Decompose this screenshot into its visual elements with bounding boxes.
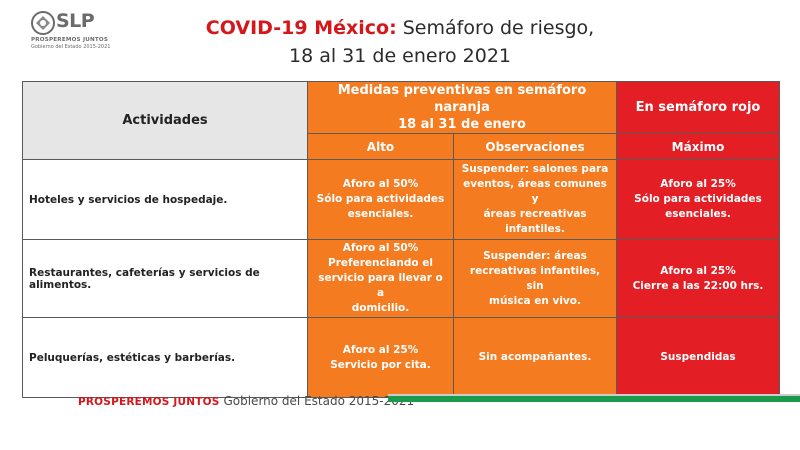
cell-line: Servicio por cita. xyxy=(330,358,431,371)
activity-cell: Hoteles y servicios de hospedaje. xyxy=(22,159,308,240)
cell-line: áreas recreativas xyxy=(483,208,587,220)
cell-line: Aforo al 50% xyxy=(342,242,419,254)
table-row: Restaurantes, cafeterías y servicios de … xyxy=(22,239,780,318)
activity-cell: Peluquerías, estéticas y barberías. xyxy=(22,317,308,398)
subheader-alto: Alto xyxy=(307,133,454,160)
logo-slogan: PROSPEREMOS JUNTOS xyxy=(31,37,109,43)
cell-line: Aforo al 50% xyxy=(342,178,419,190)
cell-line: infantiles. xyxy=(505,223,565,235)
alto-cell: Aforo al 25% Servicio por cita. xyxy=(307,317,454,398)
footer-government: Gobierno del Estado 2015-2021 xyxy=(223,394,415,408)
cell-line: Aforo al 25% xyxy=(660,264,736,277)
logo-government: Gobierno del Estado 2015-2021 xyxy=(31,44,111,50)
alto-cell: Aforo al 50% Preferenciando el servicio … xyxy=(307,239,454,318)
header-orange-measures: Medidas preventivas en semáforo naranja … xyxy=(307,81,617,134)
subheader-maximo: Máximo xyxy=(616,133,780,160)
cell-line: Suspender: áreas xyxy=(483,249,587,262)
subheader-observaciones: Observaciones xyxy=(453,133,617,160)
logo-text: SLP xyxy=(56,10,95,32)
title-highlight: COVID-19 México: xyxy=(205,17,397,39)
cell-line: domicilio. xyxy=(351,302,410,314)
alto-cell: Aforo al 50% Sólo para actividades esenc… xyxy=(307,159,454,240)
header-red-light: En semáforo rojo xyxy=(616,81,780,134)
header-orange-dates: 18 al 31 de enero xyxy=(398,117,526,132)
cell-line: Aforo al 25% xyxy=(342,343,419,356)
table-row: Hoteles y servicios de hospedaje. Aforo … xyxy=(22,159,780,240)
cell-line: Suspender: salones para xyxy=(461,163,609,175)
cell-line: servicio para llevar o a xyxy=(318,272,443,299)
maximo-cell: Aforo al 25% Sólo para actividades esenc… xyxy=(616,159,780,240)
cell-line: esenciales. xyxy=(665,208,731,220)
slp-emblem-icon xyxy=(31,11,55,35)
observaciones-cell: Suspender: áreas recreativas infantiles,… xyxy=(453,239,617,318)
footer-slogan: PROSPEREMOS JUNTOS xyxy=(78,396,220,408)
title-date-range: 18 al 31 de enero 2021 xyxy=(288,45,512,67)
maximo-cell: Suspendidas xyxy=(616,317,780,398)
observaciones-cell: Sin acompañantes. xyxy=(453,317,617,398)
cell-line: Suspendidas xyxy=(660,351,736,363)
activity-cell: Restaurantes, cafeterías y servicios de … xyxy=(22,239,308,318)
cell-line: música en vivo. xyxy=(489,294,581,307)
cell-line: Sólo para actividades xyxy=(316,193,445,205)
header-orange-title: Medidas preventivas en semáforo naranja xyxy=(337,83,587,115)
observaciones-cell: Suspender: salones para eventos, áreas c… xyxy=(453,159,617,240)
cell-line: recreativas infantiles, sin xyxy=(469,264,601,292)
risk-table: Actividades Medidas preventivas en semáf… xyxy=(22,81,780,398)
cell-line: esenciales. xyxy=(347,208,414,220)
cell-line: Cierre a las 22:00 hrs. xyxy=(632,279,764,292)
maximo-cell: Aforo al 25% Cierre a las 22:00 hrs. xyxy=(616,239,780,318)
cell-line: Aforo al 25% xyxy=(660,178,736,190)
footer-stripe xyxy=(388,394,800,402)
title-rest: Semáforo de riesgo, xyxy=(396,17,595,39)
cell-line: eventos, áreas comunes y xyxy=(463,178,607,205)
cell-line: Sólo para actividades xyxy=(634,193,762,205)
page-title: COVID-19 México: Semáforo de riesgo, 18 … xyxy=(140,14,660,70)
cell-line: Sin acompañantes. xyxy=(478,351,592,363)
cell-line: Preferenciando el xyxy=(328,257,433,269)
table-row: Peluquerías, estéticas y barberías. Afor… xyxy=(22,317,780,398)
slp-logo: SLP PROSPEREMOS JUNTOS Gobierno del Esta… xyxy=(28,8,111,52)
footer: PROSPEREMOS JUNTOS Gobierno del Estado 20… xyxy=(78,390,414,409)
header-activities: Actividades xyxy=(22,81,308,160)
